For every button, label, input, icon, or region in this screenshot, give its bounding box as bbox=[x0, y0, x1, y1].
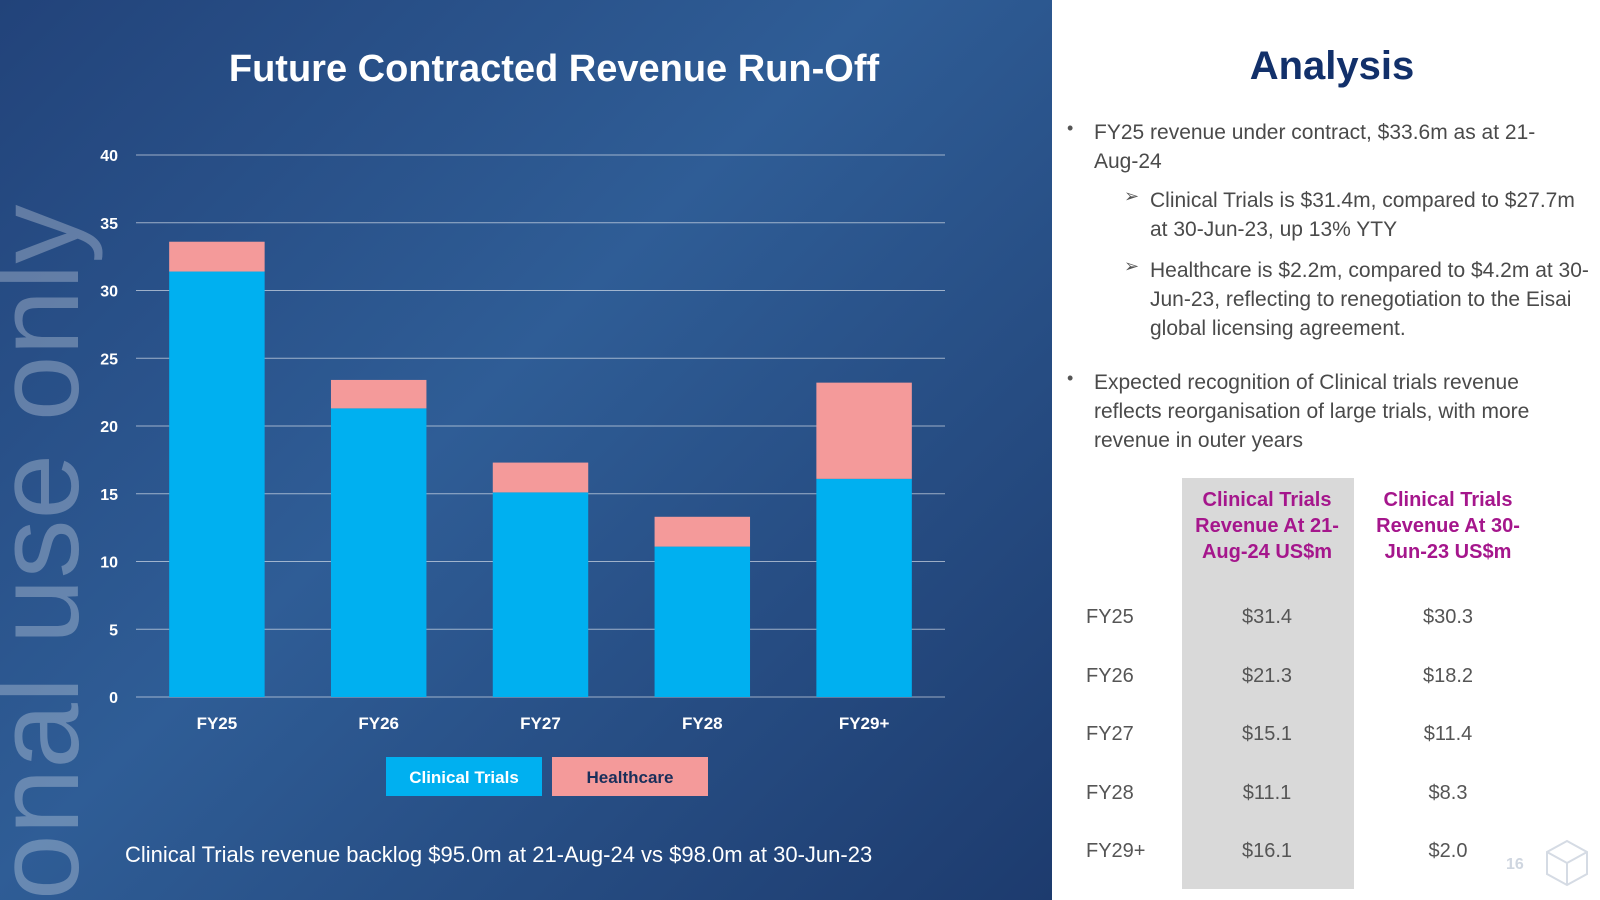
x-tick-label: FY26 bbox=[358, 714, 399, 733]
table-cell: FY28 bbox=[1086, 781, 1134, 804]
legend-swatch bbox=[552, 757, 708, 796]
x-tick-label: FY29+ bbox=[839, 714, 890, 733]
table-cell: $30.3 bbox=[1422, 606, 1474, 628]
y-tick-label: 10 bbox=[100, 555, 118, 572]
page-number: 16 bbox=[1506, 856, 1524, 873]
table-cell: FY26 bbox=[1086, 664, 1134, 687]
bar-segment bbox=[492, 462, 589, 493]
chart-panel: onal use only Future Contracted Revenue … bbox=[0, 0, 1052, 900]
footnote: Clinical Trials revenue backlog $95.0m a… bbox=[125, 842, 872, 867]
table-cell: FY27 bbox=[1086, 723, 1134, 745]
bar-segment bbox=[816, 478, 912, 697]
bar-segment bbox=[654, 516, 751, 547]
y-tick-label: 40 bbox=[100, 148, 118, 165]
table-cell: $11.4 bbox=[1423, 723, 1473, 745]
bullet-text: FY25 revenue under contract, $33.6m as a… bbox=[1094, 121, 1536, 173]
table-header: Clinical Trials Revenue At 30-Jun-23 US$… bbox=[1376, 489, 1520, 563]
bar-segment bbox=[169, 271, 265, 697]
legend-label: Clinical Trials bbox=[409, 768, 519, 787]
x-tick-label: FY25 bbox=[197, 714, 238, 733]
table-cell: $15.1 bbox=[1241, 723, 1293, 745]
x-tick-label: FY28 bbox=[682, 714, 723, 733]
bullet-dot: • bbox=[1067, 368, 1074, 388]
y-tick-label: 25 bbox=[100, 351, 118, 368]
bar-segment bbox=[492, 492, 589, 697]
sub-bullet-text: Clinical Trials is $31.4m, compared to $… bbox=[1150, 189, 1575, 241]
bar-segment bbox=[816, 382, 912, 479]
bar-segment bbox=[169, 241, 265, 272]
bar-segment bbox=[330, 408, 427, 697]
sub-bullet-arrow: ➢ bbox=[1124, 186, 1140, 206]
sub-bullet-arrow: ➢ bbox=[1124, 256, 1140, 276]
y-tick-label: 0 bbox=[109, 690, 118, 707]
analysis-title: Analysis bbox=[1249, 44, 1415, 88]
table-header: Clinical Trials Revenue At 21-Aug-24 US$… bbox=[1195, 489, 1339, 563]
y-tick-label: 20 bbox=[100, 419, 118, 436]
bullet-text: Expected recognition of Clinical trials … bbox=[1094, 371, 1530, 452]
table-cell: FY29+ bbox=[1086, 840, 1146, 862]
table-cell: $8.3 bbox=[1428, 781, 1468, 804]
analysis-panel: Analysis • FY25 revenue under contract, $… bbox=[1052, 0, 1600, 900]
legend-label: Healthcare bbox=[587, 768, 674, 787]
logo bbox=[1546, 839, 1588, 887]
y-tick-label: 30 bbox=[100, 284, 118, 301]
table-shade bbox=[1182, 478, 1354, 889]
y-tick-label: 35 bbox=[100, 216, 118, 233]
y-tick-label: 15 bbox=[100, 487, 118, 504]
watermark: onal use only bbox=[0, 205, 104, 900]
table-cell: FY25 bbox=[1086, 606, 1134, 628]
table-cell: $18.2 bbox=[1422, 664, 1474, 687]
table-cell: $16.1 bbox=[1241, 840, 1293, 862]
sub-bullet-text: Healthcare is $2.2m, compared to $4.2m a… bbox=[1150, 259, 1589, 340]
x-tick-label: FY27 bbox=[520, 714, 561, 733]
bullet-dot: • bbox=[1067, 118, 1074, 138]
bar-segment bbox=[654, 546, 751, 697]
chart: onal use only Future Contracted Revenue … bbox=[0, 48, 912, 900]
table-cell: $2.0 bbox=[1428, 840, 1468, 862]
table-cell: $21.3 bbox=[1241, 664, 1293, 687]
y-tick-label: 5 bbox=[109, 622, 118, 639]
table-cell: $11.1 bbox=[1242, 781, 1292, 804]
legend-swatch bbox=[386, 757, 542, 796]
chart-title: Future Contracted Revenue Run-Off bbox=[229, 48, 880, 90]
bar-segment bbox=[330, 379, 427, 409]
table-cell: $31.4 bbox=[1241, 606, 1293, 628]
